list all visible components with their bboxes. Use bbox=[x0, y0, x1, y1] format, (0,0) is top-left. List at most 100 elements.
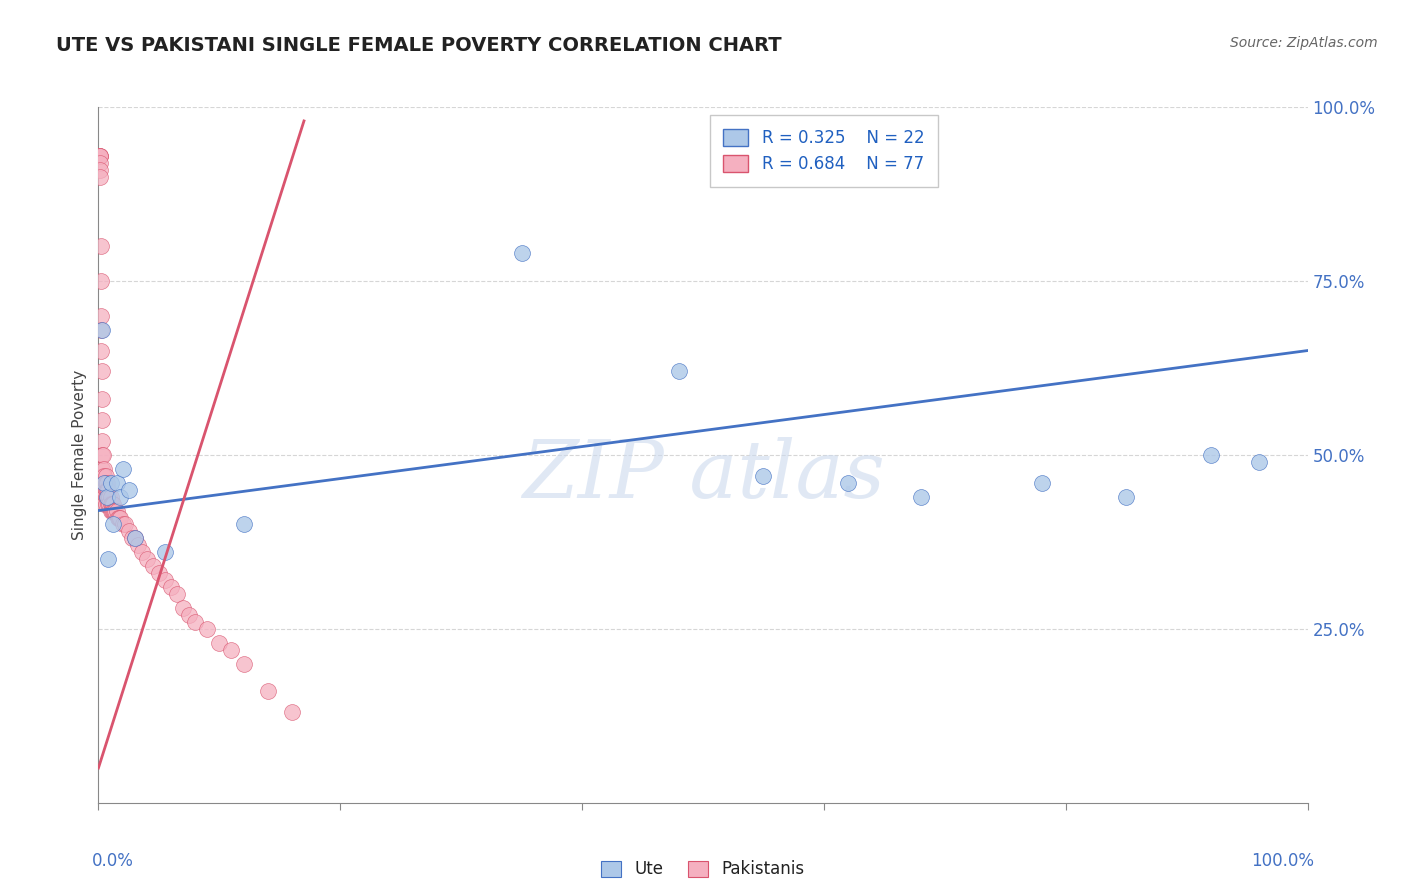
Point bbox=[91, 448, 114, 462]
Point bbox=[153, 573, 176, 587]
Point bbox=[91, 475, 114, 490]
Point bbox=[90, 323, 112, 337]
Point bbox=[93, 497, 115, 511]
Text: ZIP atlas: ZIP atlas bbox=[522, 437, 884, 515]
Point bbox=[100, 503, 122, 517]
Point bbox=[96, 483, 118, 497]
Point bbox=[114, 517, 136, 532]
Point bbox=[104, 503, 127, 517]
Point bbox=[108, 490, 131, 504]
Point bbox=[100, 475, 122, 490]
Point bbox=[101, 517, 124, 532]
Point bbox=[101, 497, 124, 511]
Point bbox=[221, 642, 243, 657]
Legend: Ute, Pakistanis: Ute, Pakistanis bbox=[595, 854, 811, 885]
Point bbox=[153, 545, 176, 559]
Point bbox=[91, 468, 114, 483]
Point bbox=[1199, 448, 1222, 462]
Point bbox=[195, 622, 218, 636]
Point bbox=[166, 587, 188, 601]
Point bbox=[100, 490, 122, 504]
Point bbox=[1115, 490, 1137, 504]
Point bbox=[256, 684, 278, 698]
Point bbox=[124, 532, 146, 546]
Point bbox=[1031, 475, 1053, 490]
Point bbox=[89, 169, 111, 184]
Point bbox=[93, 468, 115, 483]
Point bbox=[135, 552, 157, 566]
Point bbox=[124, 532, 146, 546]
Point bbox=[100, 497, 122, 511]
Point bbox=[91, 448, 114, 462]
Point bbox=[510, 246, 533, 260]
Point bbox=[91, 413, 114, 427]
Point bbox=[111, 517, 134, 532]
Point bbox=[93, 475, 115, 490]
Point bbox=[100, 497, 122, 511]
Point bbox=[94, 468, 117, 483]
Point bbox=[111, 462, 134, 476]
Point bbox=[90, 239, 112, 253]
Point bbox=[97, 497, 120, 511]
Point bbox=[96, 490, 118, 504]
Point bbox=[142, 559, 165, 574]
Point bbox=[127, 538, 149, 552]
Point bbox=[96, 475, 118, 490]
Point bbox=[94, 497, 117, 511]
Point bbox=[232, 657, 254, 671]
Point bbox=[90, 343, 112, 358]
Point bbox=[87, 149, 110, 163]
Point bbox=[91, 483, 114, 497]
Point bbox=[1249, 455, 1271, 469]
Point bbox=[103, 503, 125, 517]
Point bbox=[94, 490, 117, 504]
Point bbox=[108, 510, 131, 524]
Point bbox=[93, 462, 115, 476]
Point bbox=[91, 323, 114, 337]
Point bbox=[148, 566, 170, 581]
Point bbox=[108, 510, 131, 524]
Point bbox=[97, 552, 120, 566]
Point bbox=[90, 309, 112, 323]
Point bbox=[910, 490, 932, 504]
Point bbox=[90, 274, 112, 288]
Point bbox=[94, 483, 117, 497]
Point bbox=[97, 490, 120, 504]
Point bbox=[118, 483, 141, 497]
Point bbox=[91, 392, 114, 407]
Point bbox=[98, 490, 121, 504]
Point bbox=[184, 615, 207, 629]
Point bbox=[172, 601, 194, 615]
Point bbox=[177, 607, 201, 622]
Point bbox=[100, 503, 122, 517]
Point bbox=[96, 490, 118, 504]
Point bbox=[91, 462, 114, 476]
Y-axis label: Single Female Poverty: Single Female Poverty bbox=[72, 370, 87, 540]
Point bbox=[232, 517, 254, 532]
Point bbox=[91, 434, 114, 448]
Point bbox=[89, 149, 111, 163]
Point bbox=[118, 524, 141, 539]
Point bbox=[105, 503, 128, 517]
Point bbox=[89, 149, 111, 163]
Point bbox=[208, 636, 231, 650]
Point bbox=[89, 155, 111, 169]
Point bbox=[668, 364, 690, 378]
Text: 100.0%: 100.0% bbox=[1250, 852, 1313, 870]
Point bbox=[93, 490, 115, 504]
Point bbox=[837, 475, 859, 490]
Point bbox=[101, 503, 124, 517]
Point bbox=[97, 483, 120, 497]
Point bbox=[98, 497, 121, 511]
Point bbox=[93, 475, 115, 490]
Point bbox=[91, 364, 114, 378]
Point bbox=[121, 532, 143, 546]
Text: Source: ZipAtlas.com: Source: ZipAtlas.com bbox=[1230, 36, 1378, 50]
Point bbox=[87, 149, 110, 163]
Point bbox=[89, 162, 111, 177]
Point bbox=[105, 475, 128, 490]
Point bbox=[89, 149, 111, 163]
Point bbox=[131, 545, 153, 559]
Point bbox=[93, 483, 115, 497]
Text: 0.0%: 0.0% bbox=[93, 852, 134, 870]
